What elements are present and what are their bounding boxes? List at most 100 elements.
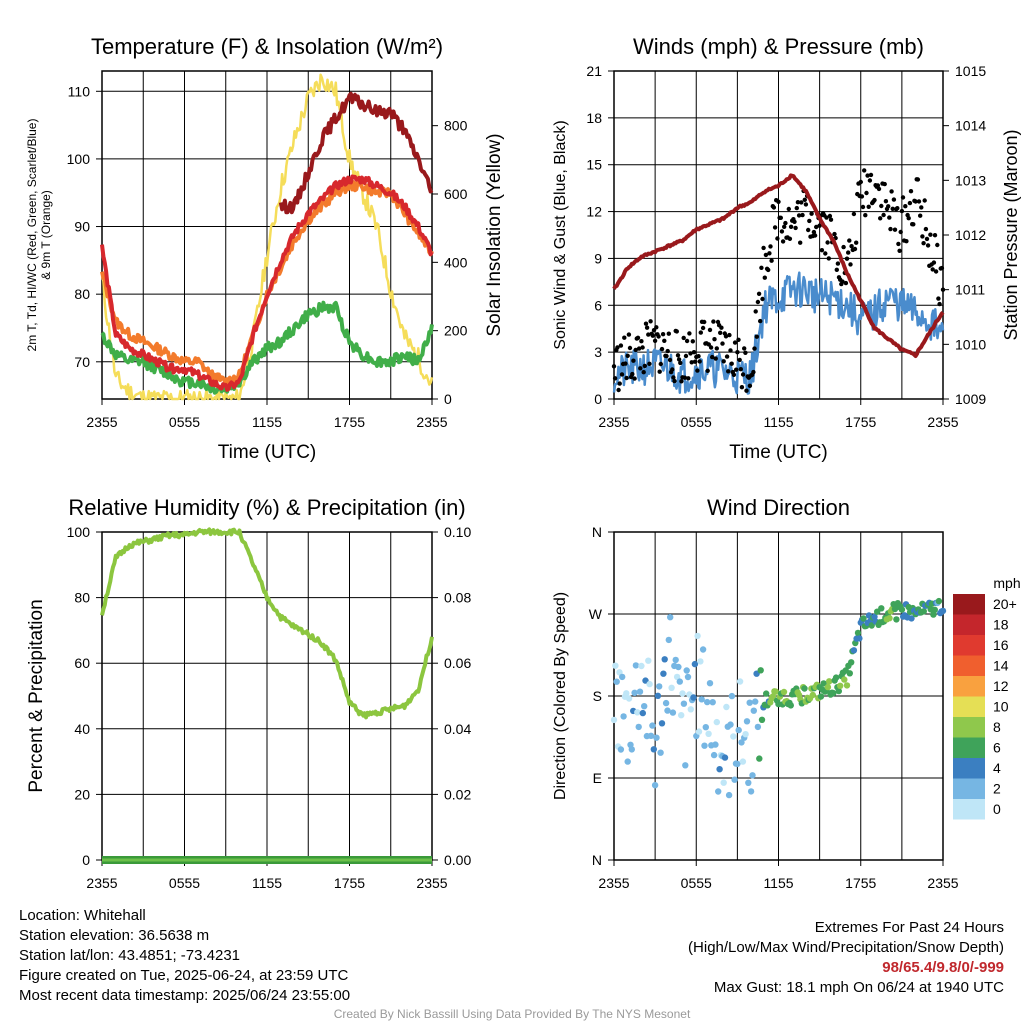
gust-point	[890, 206, 895, 211]
direction-point	[669, 709, 677, 716]
gust-point	[616, 387, 621, 393]
gust-point	[723, 334, 729, 339]
direction-point	[854, 629, 862, 637]
gust-point	[626, 332, 632, 337]
gust-point	[891, 197, 897, 202]
direction-point	[617, 746, 625, 753]
gust-point	[925, 243, 931, 248]
humidity-panel: 2355 0555 1155 1755 2355 0 20 40 60 80 100 0.00 0.02…	[26, 495, 471, 891]
gust-point	[776, 199, 781, 204]
gust-point	[647, 361, 652, 366]
legend-title: mph	[993, 575, 1020, 591]
wind-direction-title: Wind Direction	[707, 495, 850, 520]
extremes-block: Extremes For Past 24 Hours (High/Low/Max…	[688, 918, 1004, 998]
direction-point	[908, 615, 915, 622]
gust-point	[642, 363, 647, 369]
gust-point	[611, 364, 617, 369]
gust-point	[835, 261, 841, 266]
legend-label: 10	[993, 699, 1009, 715]
gust-point	[932, 233, 938, 238]
series-line-heat-index	[278, 91, 434, 215]
direction-point	[801, 685, 808, 692]
direction-point	[676, 678, 683, 685]
direction-point	[860, 615, 867, 622]
y-tick-label-right: 0.06	[444, 655, 471, 671]
gust-point	[920, 234, 925, 239]
x-tick-label: 0555	[169, 414, 200, 430]
gust-point	[851, 211, 857, 217]
gust-point	[666, 331, 671, 336]
x-tick-label: 1755	[845, 875, 876, 891]
gust-point	[841, 244, 846, 250]
direction-point	[780, 688, 788, 696]
winds-title: Winds (mph) & Pressure (mb)	[633, 34, 924, 59]
direction-point	[931, 606, 938, 613]
direction-point	[734, 760, 741, 768]
direction-point	[837, 682, 844, 689]
winds-panel: 2355 0555 1155 1755 2355 0 3 6 9 12 15 18 21 1009 1010…	[552, 34, 1021, 463]
legend-swatch	[953, 676, 985, 697]
gust-point	[921, 241, 926, 246]
gust-point	[812, 233, 818, 238]
gust-point	[747, 383, 753, 388]
direction-point	[683, 667, 690, 674]
direction-point	[699, 646, 707, 653]
x-tick-label: 0555	[681, 875, 712, 891]
legend-swatch	[953, 799, 985, 820]
gust-point	[899, 208, 905, 214]
gust-point	[814, 224, 819, 230]
gust-point	[636, 346, 642, 351]
gust-point	[652, 338, 658, 343]
legend-swatch	[953, 696, 985, 717]
gust-point	[788, 224, 794, 229]
gust-point	[882, 181, 887, 187]
direction-point	[728, 692, 736, 700]
gust-point	[913, 199, 918, 204]
legend-label: 20+	[993, 596, 1017, 612]
direction-point	[709, 699, 716, 706]
y-tick-label-right: 1013	[955, 172, 986, 188]
gust-point	[731, 372, 737, 377]
series-line-2m-t	[100, 174, 434, 392]
direction-point	[695, 728, 703, 735]
gust-point	[681, 335, 686, 341]
gust-point	[711, 319, 716, 324]
gust-point	[849, 244, 854, 249]
gust-point	[766, 267, 771, 273]
gust-point	[848, 262, 853, 267]
direction-point	[680, 700, 688, 707]
gust-point	[859, 194, 865, 199]
gust-point	[940, 287, 946, 292]
gust-point	[907, 200, 913, 206]
gust-point	[627, 345, 633, 351]
y-tick-label-right: 1010	[955, 336, 986, 352]
direction-point	[698, 696, 705, 703]
gust-point	[918, 213, 923, 218]
gust-point	[854, 240, 859, 245]
gust-point	[726, 369, 731, 374]
direction-point	[817, 693, 825, 700]
gust-point	[732, 340, 738, 345]
series-line-9m-t	[100, 179, 434, 387]
gust-point	[702, 319, 707, 325]
gust-point	[783, 220, 788, 226]
gust-point	[755, 299, 761, 305]
direction-point	[646, 680, 653, 688]
direction-point	[745, 779, 752, 786]
gust-point	[843, 280, 849, 286]
y-tick-label-right: 0.02	[444, 786, 471, 802]
gust-point	[860, 204, 866, 210]
x-tick-label: 1155	[763, 875, 793, 891]
direction-point	[826, 678, 833, 685]
direction-point	[634, 709, 641, 716]
x-tick-label: 1155	[252, 414, 282, 430]
gust-point	[635, 335, 641, 340]
gust-point	[858, 179, 863, 185]
gust-point	[618, 343, 624, 348]
direction-point	[749, 772, 756, 779]
temperature-panel: 2355 0555 1155 1755 2355 70 80 90 100 110 0 200 400 6…	[25, 34, 505, 463]
direction-point	[725, 791, 733, 799]
direction-point	[769, 693, 777, 700]
gust-point	[687, 331, 692, 336]
